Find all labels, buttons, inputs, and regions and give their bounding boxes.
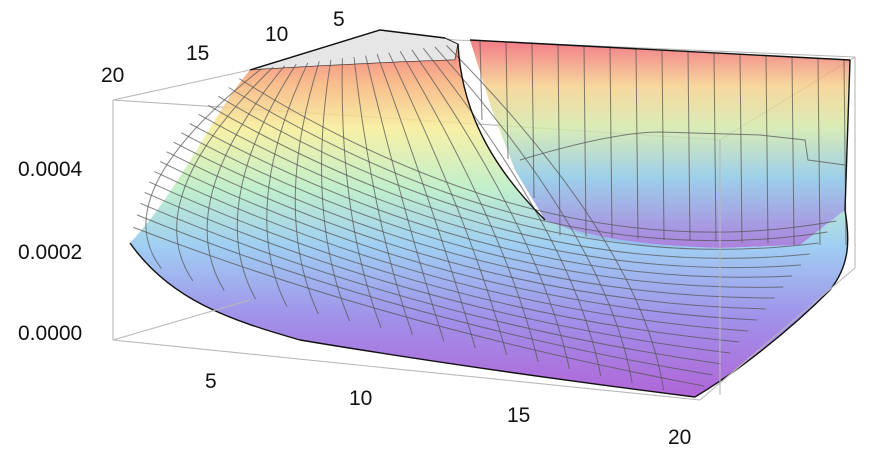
mesh-line [399, 50, 539, 363]
mesh-line [635, 48, 639, 239]
mesh-line [739, 54, 743, 243]
mesh-line [144, 191, 731, 354]
mesh-line [173, 141, 775, 299]
mesh-line [181, 132, 784, 288]
mesh-line [609, 47, 613, 238]
mesh-line [206, 65, 286, 291]
mesh-line [136, 214, 713, 376]
mesh-line [479, 40, 483, 121]
mesh-line [505, 41, 509, 160]
mesh-line [266, 62, 309, 307]
surface-back-wall [470, 40, 850, 248]
y-tick-label: 20 [101, 64, 124, 87]
z-tick-label: 0.0004 [18, 158, 83, 181]
mesh-line [189, 123, 793, 278]
bounding-box-front [112, 57, 856, 401]
surface-edges [129, 29, 851, 398]
x-tick-label: 5 [205, 370, 217, 393]
mesh-line [661, 50, 665, 240]
z-axis-ticks: 0.0000 0.0002 0.0004 [18, 158, 83, 345]
mesh-line [133, 226, 704, 387]
mesh-line [140, 202, 722, 365]
mesh-line [239, 78, 837, 233]
mesh-line [353, 56, 413, 335]
mesh-line [236, 63, 297, 300]
mesh-line [218, 95, 819, 250]
mesh-line [166, 151, 766, 310]
z-tick-label: 0.0000 [18, 322, 82, 345]
mesh-line [145, 68, 262, 269]
mesh-line [365, 55, 445, 342]
mesh-line [687, 51, 691, 241]
mesh-line [765, 55, 769, 244]
mesh-line [531, 43, 535, 199]
mesh-line [817, 58, 821, 246]
mesh-line [341, 58, 382, 328]
mesh-line [294, 61, 320, 315]
mesh-line [149, 181, 740, 343]
mesh-line [154, 171, 748, 332]
mesh-line [198, 113, 801, 269]
z-tick-label: 0.0002 [18, 241, 82, 264]
x-tick-label: 15 [507, 404, 530, 427]
y-tick-label: 5 [333, 8, 345, 31]
x-tick-label: 20 [668, 426, 691, 449]
mesh-line [434, 46, 633, 384]
mesh-line [228, 87, 828, 242]
mesh-line [321, 59, 351, 322]
mesh-line [583, 45, 587, 237]
mesh-line [411, 49, 570, 370]
mesh-line [159, 161, 757, 321]
mesh-line [519, 131, 846, 166]
mesh-line [422, 47, 602, 377]
mesh-line [791, 56, 795, 245]
mesh-line [713, 52, 717, 242]
x-axis-ticks: 5 10 15 20 [205, 370, 691, 449]
y-tick-label: 15 [186, 42, 209, 65]
y-tick-label: 10 [265, 23, 288, 46]
y-axis-ticks: 5 10 15 20 [101, 8, 345, 87]
mesh-line [557, 44, 561, 236]
mesh-line [388, 52, 508, 356]
mesh-line [376, 53, 476, 349]
x-tick-label: 10 [349, 387, 372, 410]
mesh-line [208, 104, 810, 259]
mesh-line [446, 45, 665, 391]
mesh-line [176, 66, 274, 282]
